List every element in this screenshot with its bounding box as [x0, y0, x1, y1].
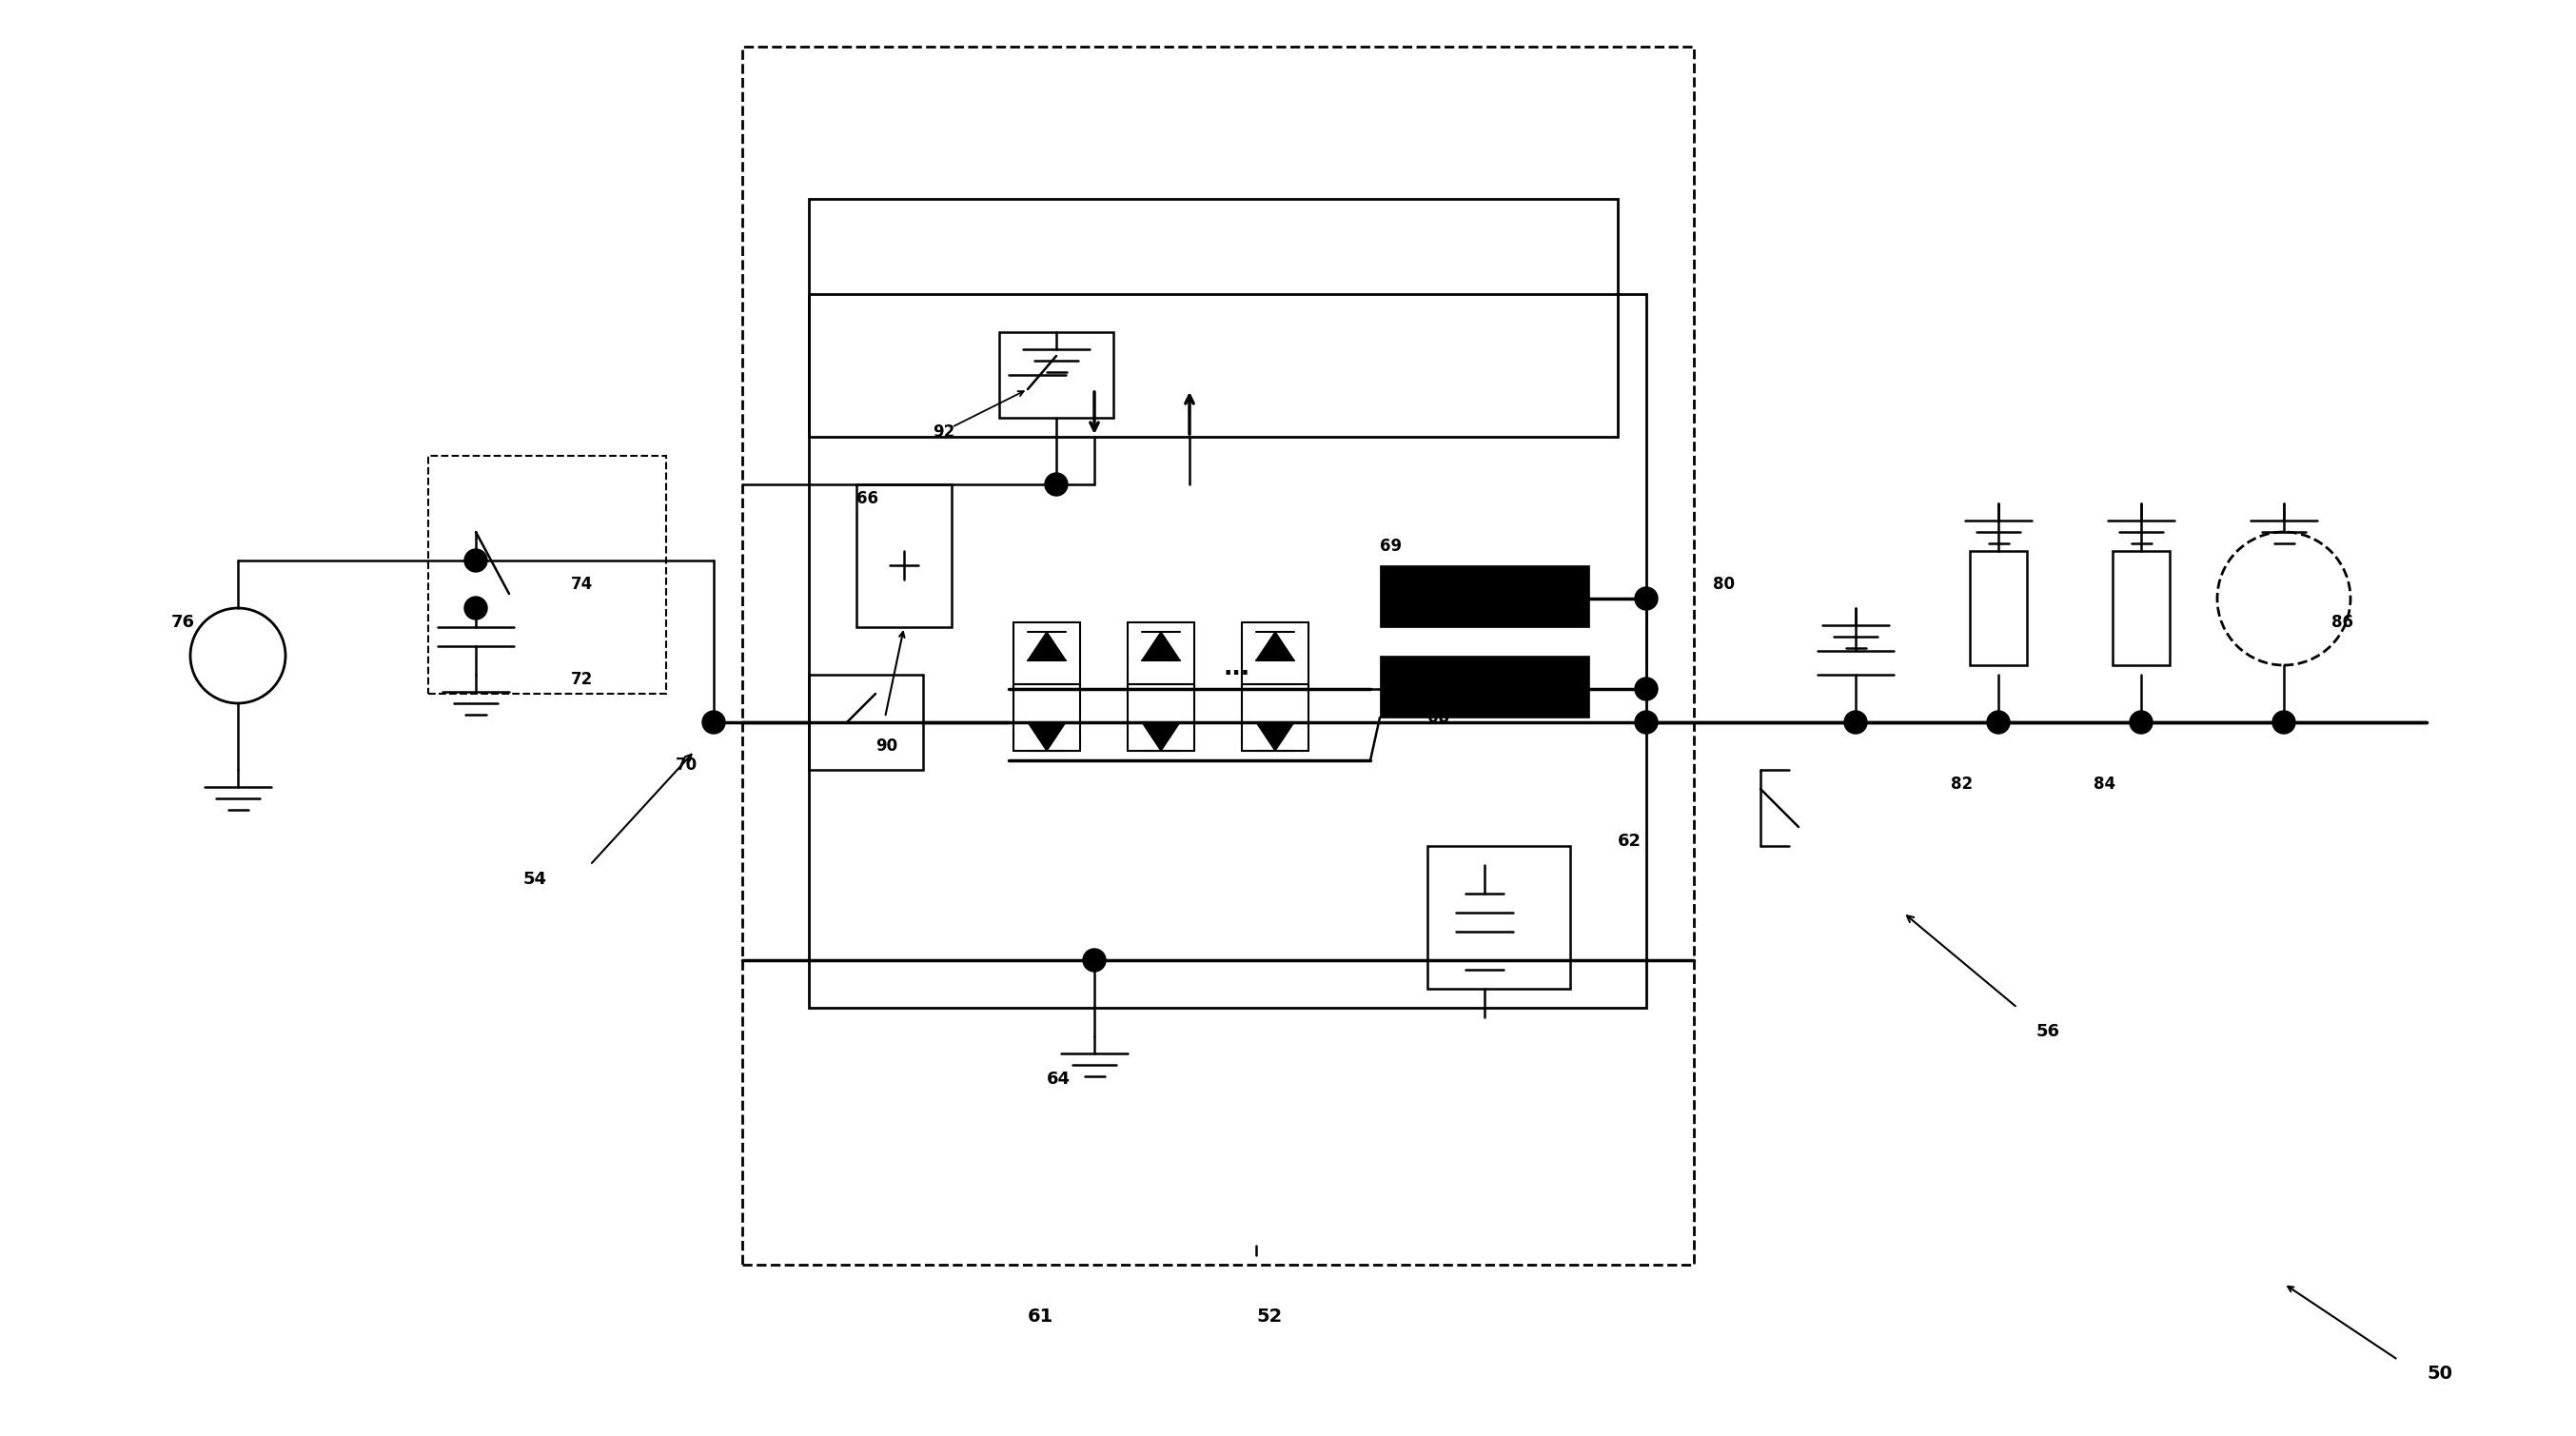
Circle shape	[464, 597, 487, 619]
Text: ...: ...	[1224, 656, 1249, 679]
Bar	[809, 294, 1646, 1008]
Circle shape	[1636, 678, 1659, 701]
Circle shape	[464, 549, 487, 572]
Text: 84: 84	[2094, 775, 2115, 793]
Circle shape	[703, 711, 724, 734]
Bar	[1242, 684, 1309, 751]
Bar	[855, 484, 951, 628]
Text: 80: 80	[1713, 576, 1734, 593]
Circle shape	[1082, 949, 1105, 972]
Text: 56: 56	[2038, 1022, 2061, 1040]
Bar	[1012, 684, 1079, 751]
Text: 52: 52	[1257, 1308, 1283, 1325]
Text: 66: 66	[855, 490, 878, 507]
Circle shape	[1986, 711, 2009, 734]
Bar	[1128, 622, 1195, 689]
Text: 86: 86	[2331, 613, 2354, 630]
Text: 64: 64	[1046, 1071, 1072, 1087]
Polygon shape	[1028, 722, 1066, 751]
Polygon shape	[1257, 632, 1293, 661]
Bar	[1381, 566, 1589, 628]
Circle shape	[1844, 711, 1868, 734]
Bar	[1242, 622, 1309, 689]
Text: 82: 82	[1950, 775, 1973, 793]
Text: 61: 61	[1028, 1308, 1054, 1325]
Text: 62: 62	[1618, 833, 1641, 850]
Text: 74: 74	[572, 576, 592, 593]
Circle shape	[2272, 711, 2295, 734]
Bar	[809, 675, 922, 770]
Bar	[1427, 846, 1571, 989]
Circle shape	[1636, 587, 1659, 610]
Text: 54: 54	[523, 870, 546, 887]
Text: 76: 76	[170, 613, 196, 630]
Text: 90: 90	[876, 738, 896, 755]
Bar	[1128, 684, 1195, 751]
Circle shape	[1636, 711, 1659, 734]
Text: 92: 92	[933, 424, 956, 441]
Circle shape	[1046, 472, 1066, 495]
Text: 72: 72	[572, 671, 592, 688]
Bar	[1012, 622, 1079, 689]
Text: 68: 68	[1427, 709, 1450, 727]
Polygon shape	[1141, 632, 1180, 661]
Polygon shape	[1028, 632, 1066, 661]
Bar	[1971, 551, 2027, 665]
Bar	[809, 200, 1618, 437]
Polygon shape	[1141, 722, 1180, 751]
Bar	[1381, 656, 1589, 718]
Circle shape	[2130, 711, 2154, 734]
Text: 69: 69	[1381, 537, 1401, 554]
Text: 50: 50	[2427, 1364, 2452, 1383]
Bar	[2112, 551, 2169, 665]
Bar	[999, 332, 1113, 418]
Text: 70: 70	[675, 757, 698, 774]
Polygon shape	[1257, 722, 1293, 751]
